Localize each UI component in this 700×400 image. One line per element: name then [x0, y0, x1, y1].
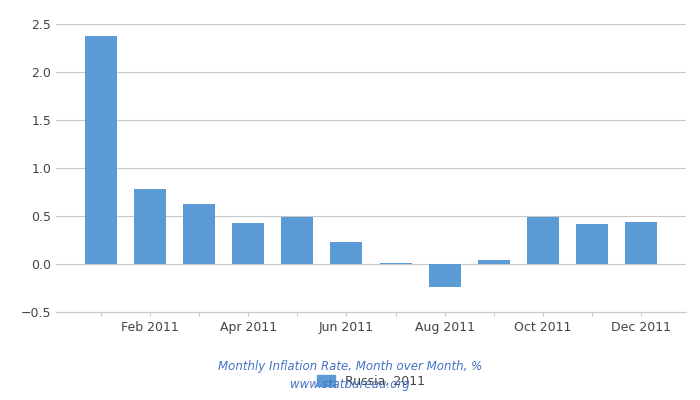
Bar — [281, 217, 313, 264]
Bar — [576, 224, 608, 264]
Bar — [183, 204, 215, 264]
Bar — [478, 260, 510, 264]
Bar — [527, 217, 559, 264]
Bar — [134, 189, 166, 264]
Text: Monthly Inflation Rate, Month over Month, %: Monthly Inflation Rate, Month over Month… — [218, 360, 482, 373]
Bar — [625, 222, 657, 264]
Bar — [379, 263, 412, 264]
Legend: Russia, 2011: Russia, 2011 — [312, 370, 430, 393]
Bar — [429, 264, 461, 287]
Bar — [330, 242, 363, 264]
Text: www.statbureau.org: www.statbureau.org — [290, 378, 410, 391]
Bar — [232, 223, 264, 264]
Bar — [85, 36, 117, 264]
